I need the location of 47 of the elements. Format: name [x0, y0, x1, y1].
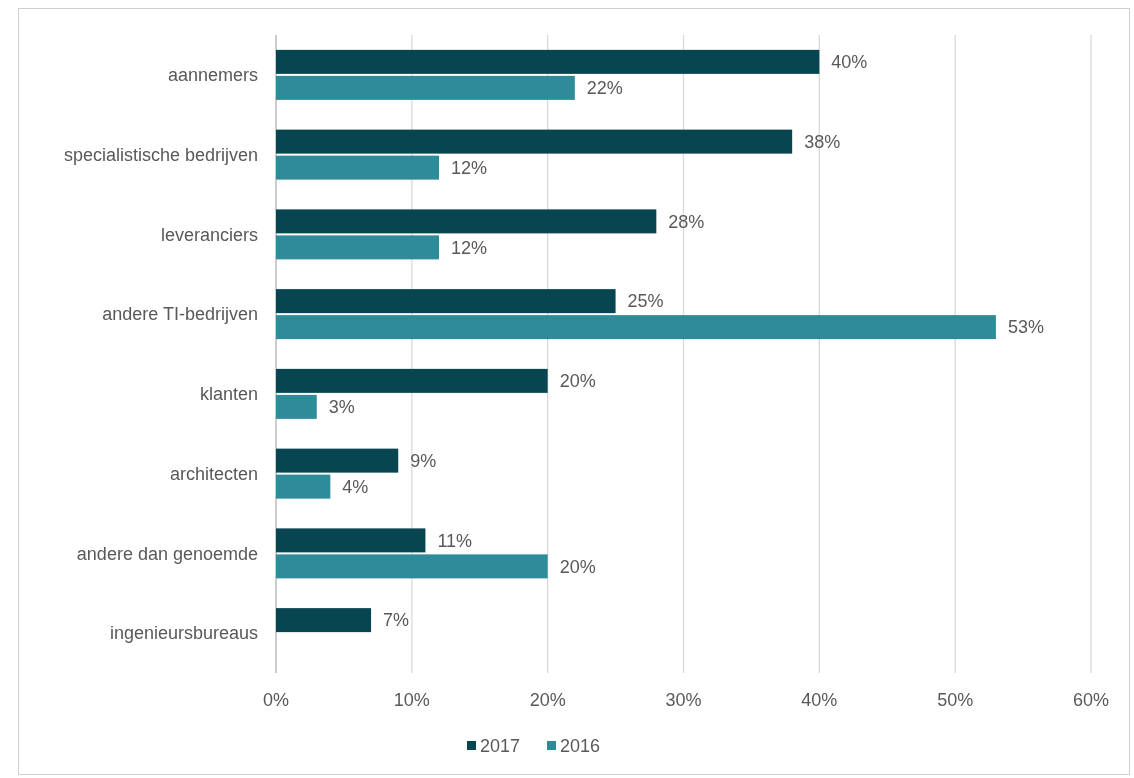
x-tick-label: 20%	[529, 690, 566, 711]
bar	[276, 235, 439, 260]
bar	[276, 554, 548, 579]
data-label: 38%	[804, 131, 841, 152]
bar	[276, 129, 793, 154]
data-label: 4%	[342, 476, 369, 497]
data-label: 7%	[383, 610, 410, 631]
bar	[276, 315, 996, 340]
y-tick-label: andere dan genoemde	[76, 543, 258, 564]
y-tick-label: aannemers	[167, 65, 258, 86]
bar	[276, 368, 548, 393]
data-label: 11%	[437, 530, 473, 551]
bar	[276, 49, 820, 74]
bar	[276, 75, 575, 100]
bar	[276, 608, 372, 633]
x-tick-label: 50%	[937, 690, 974, 711]
bar	[276, 289, 616, 314]
y-tick-label: klanten	[199, 384, 258, 405]
data-label: 22%	[586, 78, 623, 99]
bar	[276, 209, 657, 234]
bar	[276, 528, 426, 553]
y-tick-label: leveranciers	[160, 224, 258, 245]
data-label: 20%	[559, 371, 596, 392]
x-tick-label: 40%	[801, 690, 838, 711]
x-tick-label: 0%	[262, 690, 290, 711]
y-tick-label: specialistische bedrijven	[63, 144, 258, 165]
data-label: 12%	[451, 237, 488, 258]
data-label: 40%	[831, 52, 868, 73]
y-tick-label: andere TI-bedrijven	[102, 304, 258, 325]
data-label: 25%	[627, 291, 664, 312]
x-tick-label: 30%	[665, 690, 702, 711]
y-tick-label: architecten	[169, 463, 258, 484]
x-tick-label: 60%	[1072, 690, 1110, 711]
x-tick-label: 10%	[393, 690, 430, 711]
data-label: 28%	[668, 211, 705, 232]
bar	[276, 448, 399, 473]
data-label: 53%	[1007, 317, 1044, 338]
bar	[276, 155, 439, 180]
y-tick-label: ingenieursbureaus	[109, 623, 258, 644]
legend-label: 2017	[480, 736, 521, 757]
data-label: 12%	[451, 157, 488, 178]
bar	[276, 394, 317, 419]
bar	[276, 474, 331, 499]
legend-label: 2016	[560, 736, 601, 757]
data-label: 20%	[559, 556, 596, 577]
data-label: 9%	[410, 450, 437, 471]
data-label: 3%	[328, 397, 355, 418]
